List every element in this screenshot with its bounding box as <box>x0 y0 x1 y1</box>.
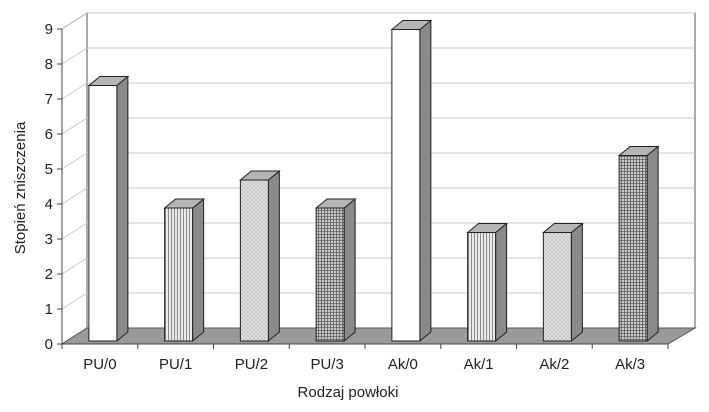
gridline-side <box>61 187 88 205</box>
bar <box>87 75 130 343</box>
bar-side <box>646 145 659 343</box>
floor <box>60 327 697 345</box>
bar-front <box>164 207 194 342</box>
bar-front <box>618 155 648 342</box>
gridline-side <box>61 12 88 30</box>
gridline-side <box>61 117 88 135</box>
bar-side <box>267 169 280 343</box>
bar-side <box>116 75 129 343</box>
x-tick-label: PU/0 <box>83 356 116 373</box>
y-tick-label: 9 <box>45 21 53 38</box>
bars <box>87 19 660 343</box>
plot-floor <box>60 327 697 345</box>
bar <box>390 19 433 343</box>
bar <box>238 169 281 343</box>
x-axis: PU/0 PU/1 PU/2 PU/3 Ak/0 Ak/1 Ak/2 Ak/3 <box>61 343 669 373</box>
bar-front <box>542 232 572 342</box>
x-tick-label: Ak/3 <box>615 356 645 373</box>
side-wall <box>61 12 88 345</box>
y-tick-label: 2 <box>45 266 53 283</box>
bar-front <box>239 179 269 342</box>
plot-walls <box>61 12 696 345</box>
x-tick-label: Ak/0 <box>388 356 418 373</box>
y-tick-label: 1 <box>45 301 53 318</box>
bar-front <box>315 207 345 342</box>
gridline-side <box>61 47 88 65</box>
y-tick-label: 4 <box>45 196 53 213</box>
y-tick-label: 6 <box>45 126 53 143</box>
y-axis-title: Stopień zniszczenia <box>12 121 29 254</box>
bar <box>617 145 660 343</box>
bar <box>314 197 357 343</box>
gridline-side <box>61 222 88 240</box>
gridline-side <box>61 152 88 170</box>
bar-front <box>391 29 421 342</box>
x-tick-label: PU/1 <box>159 356 192 373</box>
bar <box>541 222 584 343</box>
bar-front <box>467 232 497 342</box>
bar <box>163 197 206 343</box>
bar-side <box>570 222 583 343</box>
x-tick-label: Ak/2 <box>539 356 569 373</box>
bar-side <box>192 197 205 343</box>
y-tick-label: 3 <box>45 231 53 248</box>
gridline-side <box>61 82 88 100</box>
x-tick-label: PU/2 <box>235 356 268 373</box>
gridline-side <box>61 292 88 310</box>
bar <box>466 222 509 343</box>
y-tick-label: 7 <box>45 91 53 108</box>
y-tick-label: 0 <box>45 336 53 353</box>
y-axis: 0 1 2 3 4 5 6 7 8 9 <box>45 21 63 353</box>
bar-side <box>495 222 508 343</box>
x-tick-label: PU/3 <box>310 356 343 373</box>
gridline-side <box>61 257 88 275</box>
bar-side <box>419 19 432 343</box>
bar-front <box>88 85 118 342</box>
x-axis-title: Rodzaj powłoki <box>298 384 399 401</box>
y-tick-label: 5 <box>45 161 53 178</box>
y-tick-label: 8 <box>45 56 53 73</box>
x-tick-label: Ak/1 <box>464 356 494 373</box>
bar-side <box>343 197 356 343</box>
